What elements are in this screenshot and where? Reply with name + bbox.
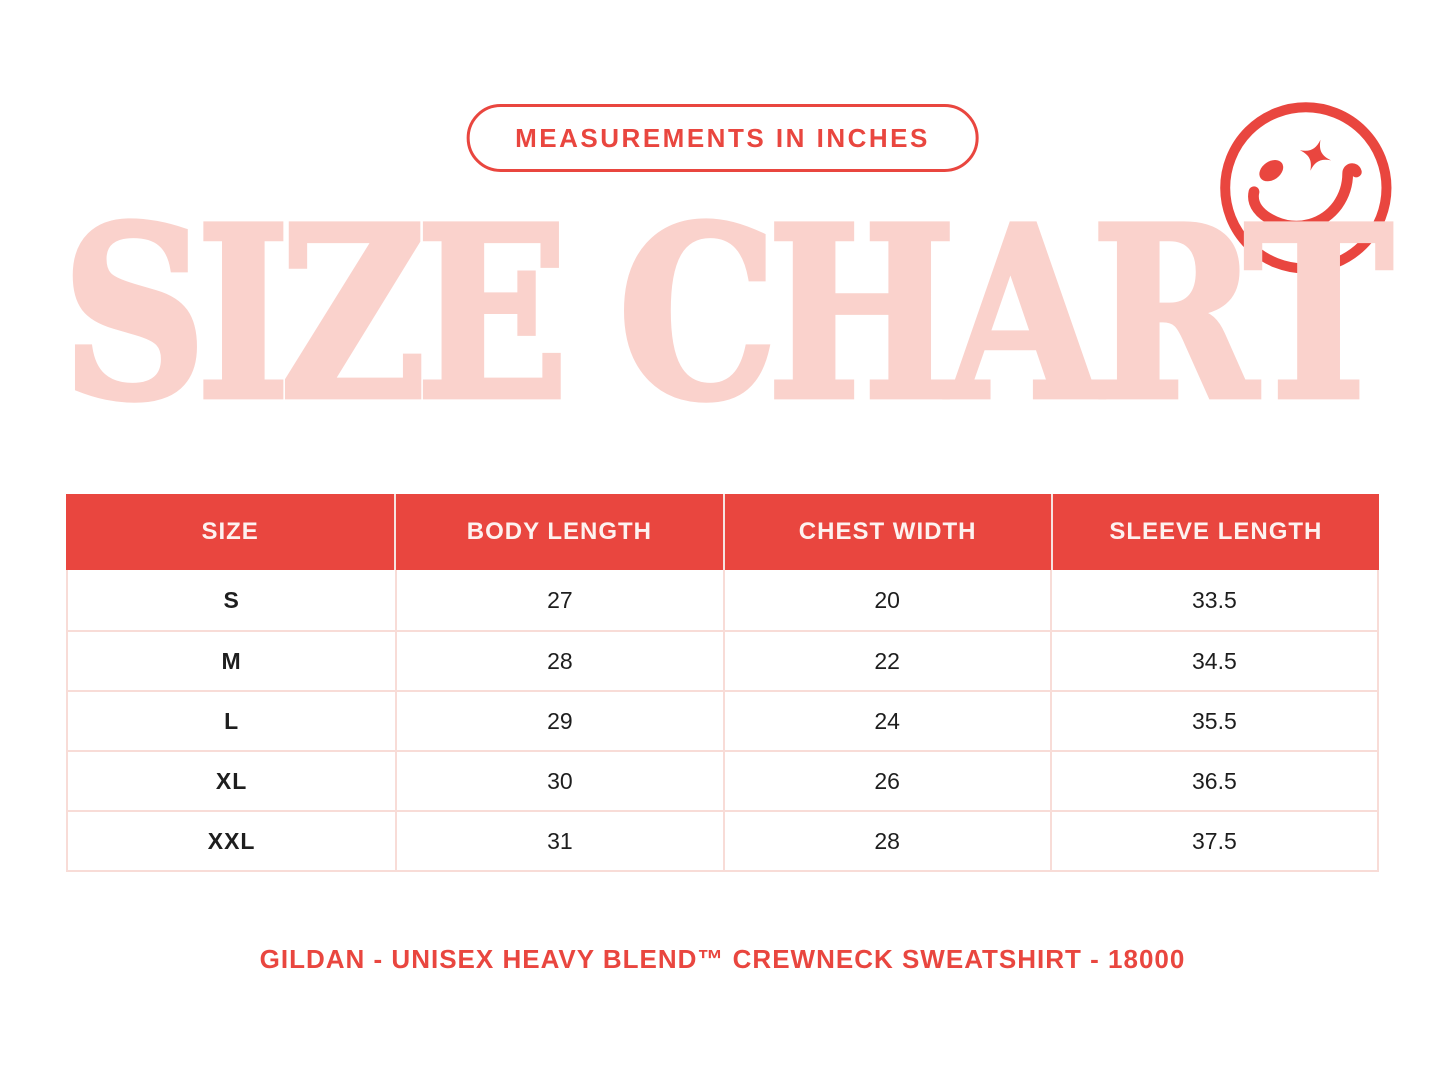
page-title: SIZE CHART [60,175,1396,454]
table-header-row: SIZE BODY LENGTH CHEST WIDTH SLEEVE LENG… [66,494,1379,570]
cell-size: XL [215,767,248,794]
cell-size: L [224,707,240,734]
cell-sleeve-length: 35.5 [1049,692,1377,750]
table-row-xxl: XXL 31 28 37.5 [68,810,1377,870]
cell-size: XXL [207,827,256,854]
cell-chest-width: 20 [722,570,1050,630]
smiley-wink-sparkle-icon [1206,90,1398,282]
cell-sleeve-length: 34.5 [1049,632,1377,690]
cell-sleeve-length: 33.5 [1049,570,1377,630]
table-body: S 27 20 33.5 M 28 22 34.5 L 29 24 35.5 X… [66,570,1379,872]
cell-chest-width: 24 [722,692,1050,750]
cell-body-length: 28 [395,632,722,690]
cell-body-length: 30 [395,752,722,810]
cell-size: S [223,586,240,613]
cell-chest-width: 22 [722,632,1050,690]
measurements-badge-label: MEASUREMENTS IN INCHES [515,122,930,153]
header-sleeve-length: SLEEVE LENGTH [1050,494,1379,570]
header-body-length: BODY LENGTH [394,494,722,570]
table-row-xl: XL 30 26 36.5 [68,750,1377,810]
cell-chest-width: 28 [722,812,1050,870]
cell-size: M [221,647,242,674]
cell-body-length: 27 [395,570,722,630]
size-chart-table: SIZE BODY LENGTH CHEST WIDTH SLEEVE LENG… [66,494,1379,872]
header-size: SIZE [201,518,259,545]
header-chest-width: CHEST WIDTH [722,494,1051,570]
table-row-s: S 27 20 33.5 [68,570,1377,630]
table-row-l: L 29 24 35.5 [68,690,1377,750]
cell-sleeve-length: 36.5 [1049,752,1377,810]
cell-body-length: 31 [395,812,722,870]
table-row-m: M 28 22 34.5 [68,630,1377,690]
cell-chest-width: 26 [722,752,1050,810]
measurements-badge: MEASUREMENTS IN INCHES [466,104,979,172]
product-name-footer: GILDAN - UNISEX HEAVY BLEND™ CREWNECK SW… [259,944,1186,974]
cell-sleeve-length: 37.5 [1049,812,1377,870]
cell-body-length: 29 [395,692,722,750]
